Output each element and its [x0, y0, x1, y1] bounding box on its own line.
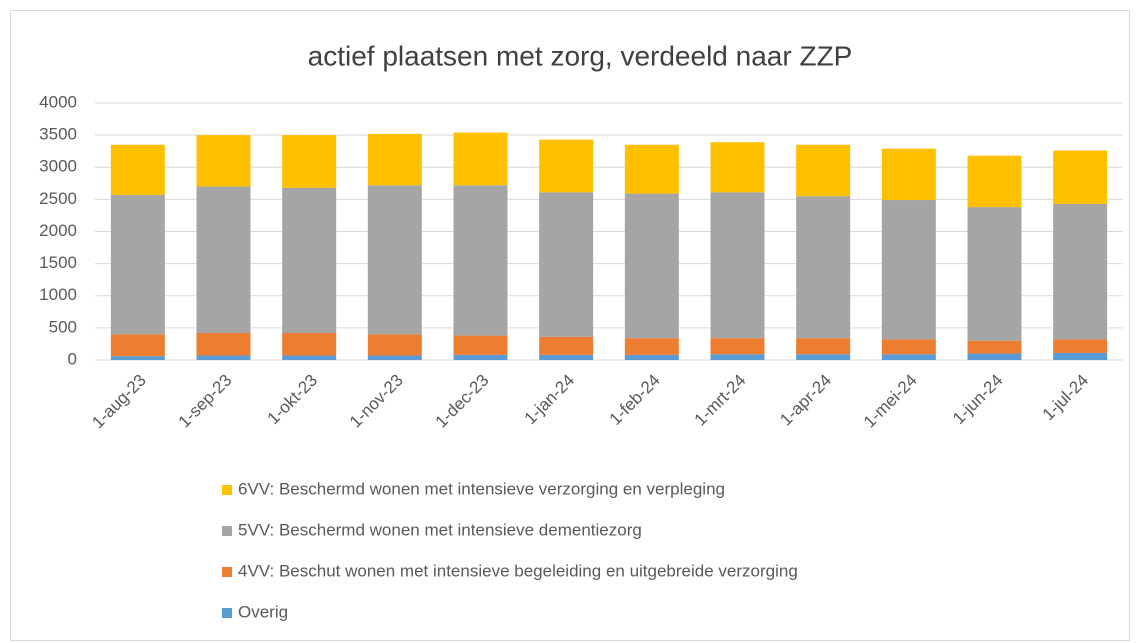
bar-segment [196, 333, 251, 356]
bar-segment [624, 354, 679, 360]
y-tick-label: 500 [49, 317, 77, 336]
bar-segment [110, 334, 165, 357]
bar-segment [1053, 150, 1108, 204]
bar-segment [796, 338, 851, 355]
bar-segment [710, 142, 765, 193]
y-tick-label: 2000 [39, 221, 77, 240]
bar-segment [624, 338, 679, 355]
bar-segment [796, 354, 851, 360]
bar-segment [967, 353, 1022, 360]
bar-segment [539, 354, 594, 360]
y-tick-label: 1000 [39, 285, 77, 304]
bar-segment [539, 336, 594, 355]
bar-segment [1053, 203, 1108, 340]
bar-segment [539, 192, 594, 337]
legend-label: 4VV: Beschut wonen met intensieve begele… [238, 561, 798, 580]
bar-segment [110, 356, 165, 360]
bar-segment [967, 207, 1022, 341]
legend-swatch [222, 567, 232, 577]
bar-segment [881, 339, 936, 355]
legend-label: 5VV: Beschermd wonen met intensieve deme… [238, 520, 642, 539]
y-tick-label: 3000 [39, 157, 77, 176]
y-tick-label: 3500 [39, 125, 77, 144]
bar-segment [624, 193, 679, 339]
bar-segment [881, 200, 936, 340]
y-tick-label: 1500 [39, 253, 77, 272]
legend-swatch [222, 485, 232, 495]
chart-title: actief plaatsen met zorg, verdeeld naar … [308, 40, 853, 71]
legend-swatch [222, 526, 232, 536]
bar-segment [453, 132, 508, 186]
bar-segment [367, 185, 422, 335]
bar-segment [367, 133, 422, 186]
bar-segment [282, 333, 337, 356]
bar-segment [1053, 339, 1108, 353]
bar-segment [881, 148, 936, 201]
bar-segment [453, 335, 508, 355]
bar-segment [710, 338, 765, 355]
bar-segment [110, 144, 165, 195]
y-tick-label: 2500 [39, 189, 77, 208]
bar-segment [624, 144, 679, 194]
bar-segment [796, 144, 851, 197]
legend-label: Overig [238, 602, 288, 621]
bar-segment [967, 340, 1022, 354]
bar-segment [196, 135, 251, 187]
bar-segment [967, 155, 1022, 208]
bar-segment [196, 355, 251, 360]
legend-swatch [222, 608, 232, 618]
bar-segment [710, 192, 765, 339]
y-tick-label: 4000 [39, 92, 77, 111]
bar-segment [110, 194, 165, 335]
bar-segment [1053, 352, 1108, 360]
bar-segment [282, 135, 337, 188]
bar-segment [367, 355, 422, 360]
y-tick-label: 0 [68, 349, 77, 368]
bar-segment [710, 354, 765, 360]
bar-segment [539, 139, 594, 193]
bar-segment [282, 187, 337, 334]
bar-segment [453, 185, 508, 336]
bar-segment [367, 334, 422, 356]
bar-segment [453, 354, 508, 360]
bar-segment [282, 355, 337, 360]
bar-segment [881, 354, 936, 360]
bar-segment [796, 196, 851, 339]
legend-label: 6VV: Beschermd wonen met intensieve verz… [238, 479, 725, 498]
bar-segment [196, 186, 251, 334]
